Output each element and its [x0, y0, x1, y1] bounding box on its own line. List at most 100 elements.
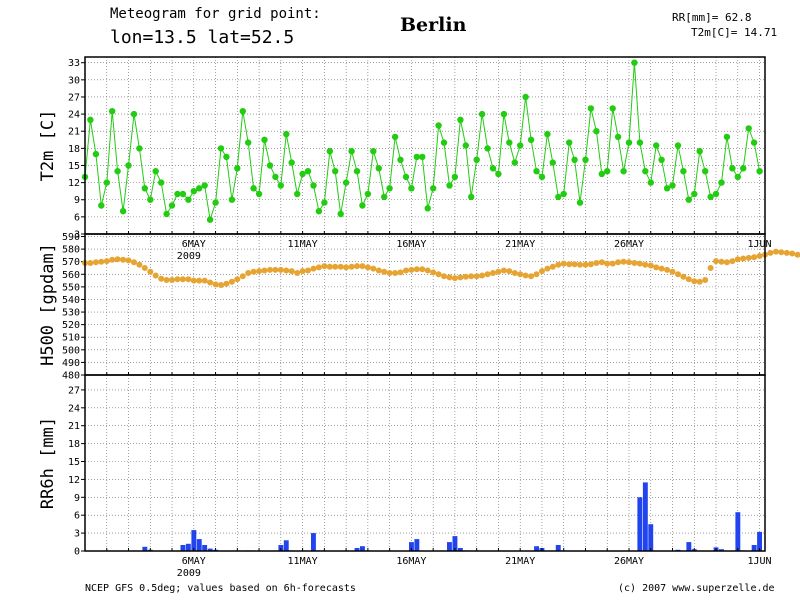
data-point	[348, 263, 355, 270]
data-point	[114, 256, 121, 263]
data-point	[174, 190, 181, 198]
data-point	[468, 273, 475, 280]
data-point	[98, 258, 105, 265]
data-point	[604, 260, 611, 267]
data-point	[87, 116, 94, 124]
data-point	[408, 266, 415, 273]
data-point	[223, 280, 230, 287]
data-point	[626, 259, 632, 266]
panel-h500: 480490500510520530540550560570580590H500…	[38, 232, 800, 382]
data-point	[669, 268, 676, 275]
ytick-label: 21	[68, 127, 80, 138]
data-point	[506, 268, 513, 275]
data-point	[337, 210, 344, 218]
data-point	[245, 270, 252, 276]
data-point	[446, 274, 453, 281]
data-point	[675, 271, 681, 278]
data-point	[500, 110, 508, 118]
data-point	[778, 249, 785, 256]
precip-bar	[142, 546, 148, 551]
ytick-label: 21	[68, 421, 80, 432]
data-point	[283, 267, 290, 274]
data-point	[158, 275, 165, 282]
xtick-year: 2009	[177, 251, 201, 262]
ytick-label: 0	[74, 547, 80, 558]
data-point	[669, 182, 676, 189]
data-point	[130, 110, 138, 118]
data-point	[723, 133, 731, 141]
data-point	[598, 259, 605, 266]
data-point	[441, 273, 447, 280]
data-point	[250, 268, 257, 275]
data-point	[136, 145, 143, 152]
city-name: Berlin	[400, 14, 467, 36]
data-point	[288, 268, 295, 275]
data-point	[424, 205, 431, 212]
ytick-label: 9	[74, 195, 80, 206]
data-point	[386, 270, 393, 276]
data-point	[147, 268, 154, 275]
xtick-label: 6MAY	[182, 239, 206, 250]
data-point	[478, 110, 486, 118]
data-point	[185, 196, 192, 203]
data-point	[348, 148, 355, 155]
data-point	[305, 267, 311, 274]
data-point	[451, 173, 459, 181]
data-point	[109, 108, 116, 115]
data-point	[658, 156, 665, 163]
xtick-label: 21MAY	[505, 556, 535, 567]
data-point	[430, 269, 437, 276]
data-point	[256, 268, 263, 275]
ylabel-rr6h: RR6h [mm]	[38, 417, 58, 509]
data-point	[598, 170, 605, 178]
data-point	[560, 190, 567, 198]
data-point	[462, 142, 469, 149]
ytick-label: 24	[68, 403, 80, 414]
data-point	[756, 253, 763, 259]
precip-bar	[447, 542, 452, 551]
data-point	[702, 277, 709, 283]
data-point	[479, 272, 486, 279]
series-line-t2m	[84, 62, 761, 220]
data-point	[462, 273, 469, 280]
data-point	[92, 259, 99, 266]
data-point	[283, 130, 290, 138]
data-point	[179, 190, 187, 198]
ytick-label: 570	[62, 257, 80, 268]
precip-bar	[757, 531, 762, 551]
data-point	[397, 156, 404, 163]
data-point	[158, 179, 165, 186]
data-point	[457, 116, 464, 124]
data-point	[533, 168, 540, 175]
xtick-label: 1JUN	[748, 556, 772, 567]
data-point	[343, 264, 350, 271]
data-point	[169, 277, 175, 283]
ylabel-h500: H500 [gpdam]	[38, 243, 58, 366]
data-point	[707, 265, 714, 271]
data-point	[593, 128, 600, 135]
data-point	[783, 249, 790, 256]
data-point	[636, 139, 644, 146]
precip-bar	[180, 545, 186, 551]
data-point	[435, 271, 442, 278]
data-point	[729, 165, 736, 172]
data-point	[734, 173, 741, 181]
data-point	[136, 261, 143, 268]
data-point	[647, 262, 654, 269]
data-point	[413, 266, 420, 273]
data-point	[566, 261, 573, 268]
precip-bar	[283, 540, 289, 551]
data-point	[734, 256, 741, 263]
title-line2: lon=13.5 lat=52.5	[110, 27, 295, 48]
data-point	[718, 179, 725, 186]
data-point	[549, 263, 556, 270]
data-point	[234, 165, 241, 172]
data-point	[528, 273, 535, 280]
data-point	[364, 264, 371, 271]
precip-bar	[360, 546, 365, 551]
data-point	[740, 165, 747, 172]
data-point	[218, 282, 224, 288]
data-point	[560, 260, 567, 267]
data-point	[440, 139, 448, 146]
ytick-label: 30	[68, 75, 80, 86]
